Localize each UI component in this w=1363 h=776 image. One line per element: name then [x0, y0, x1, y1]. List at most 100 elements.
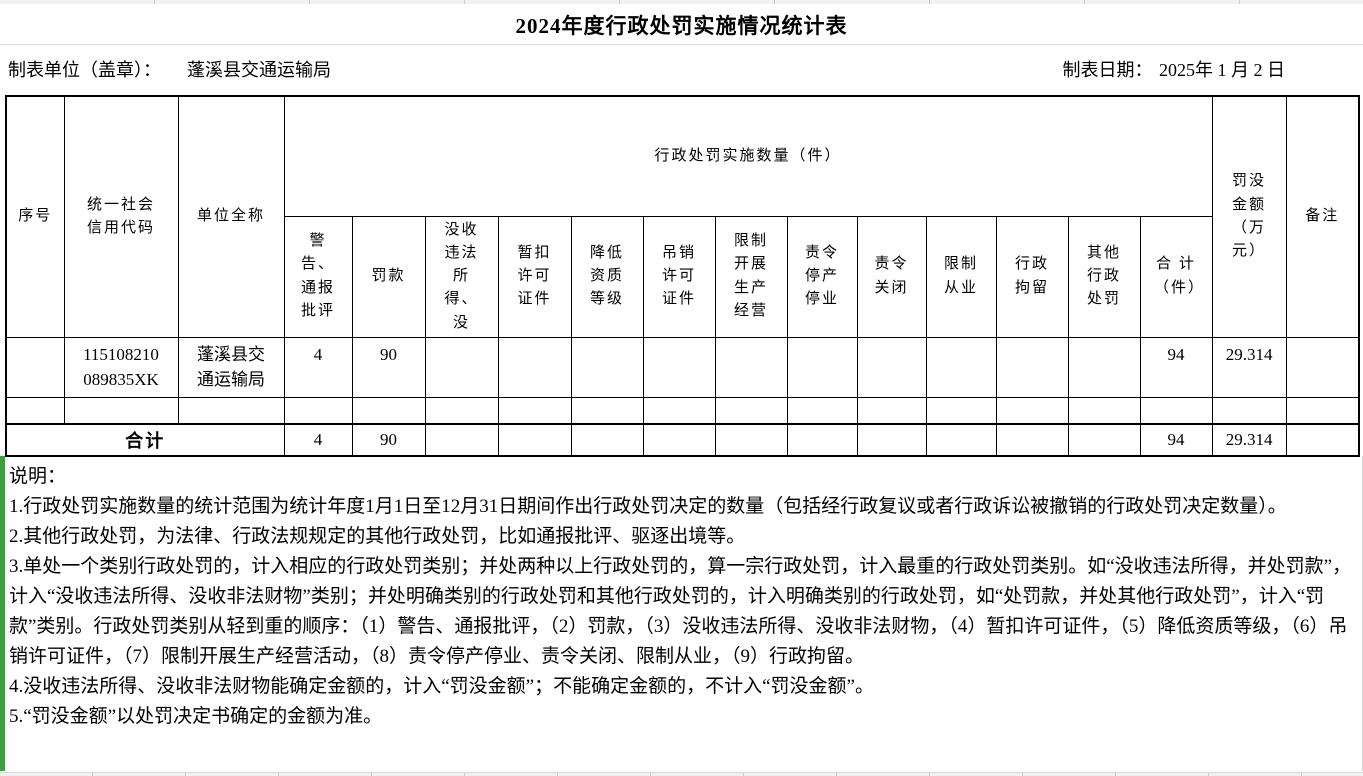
subcol-downgrade-text: 降低资质等级	[589, 244, 624, 308]
subcol-warning-text: 警告、通报批评	[300, 233, 335, 319]
note-item-5: 5.“罚没金额”以处罚决定书确定的金额为准。	[9, 706, 383, 727]
total-subtotal-count[interactable]: 94	[1139, 423, 1213, 457]
cell-unit-name[interactable]: 蓬溪县交通运输局	[177, 336, 285, 398]
note-item-3: 3.单处一个类别行政处罚的，计入相应的行政处罚类别；并处两种以上行政处罚的，算一…	[9, 556, 1352, 667]
total-halt-production-count[interactable]	[786, 423, 858, 457]
report-date-value: 2025年 1 月 2 日	[1159, 60, 1285, 80]
subcol-subtotal[interactable]: 合 计（件）	[1139, 215, 1213, 338]
subcol-halt-production[interactable]: 责令停产停业	[786, 215, 858, 338]
cell-revoke-license-count[interactable]	[642, 336, 716, 398]
penalty-stats-table: 序号 统一社会信用代码 单位全称 行政处罚实施数量（件） 罚没金额（万元） 备注…	[5, 95, 1361, 458]
cell-fine-amount[interactable]	[1211, 396, 1287, 425]
cell-halt-production-count[interactable]	[786, 396, 858, 425]
table-row-empty	[5, 396, 1360, 425]
cell-serial[interactable]	[5, 396, 65, 425]
cell-restrict-operation-count[interactable]	[714, 396, 788, 425]
total-order-close-count[interactable]	[856, 423, 927, 457]
cell-confiscation-count[interactable]	[424, 396, 499, 425]
subcol-warning[interactable]: 警告、通报批评	[283, 215, 353, 338]
subcol-order-close[interactable]: 责令关闭	[856, 215, 927, 338]
cell-remark[interactable]	[1285, 336, 1360, 398]
cell-restrict-operation-count[interactable]	[714, 336, 788, 398]
subcol-subtotal-text: 合 计（件）	[1154, 256, 1206, 296]
col-header-credit-code[interactable]: 统一社会信用代码	[63, 95, 179, 338]
cell-other-count[interactable]	[1067, 336, 1141, 398]
col-header-fine-amount[interactable]: 罚没金额（万元）	[1211, 95, 1287, 338]
col-header-remark[interactable]: 备注	[1285, 95, 1360, 338]
subcol-revoke-license[interactable]: 吊销许可证件	[642, 215, 716, 338]
cell-detention-count[interactable]	[995, 336, 1069, 398]
cell-unit-name[interactable]	[177, 396, 285, 425]
cell-restrict-employment-count[interactable]	[925, 336, 997, 398]
cell-fine-amount[interactable]: 29.314	[1211, 336, 1287, 398]
total-revoke-license-count[interactable]	[642, 423, 716, 457]
notes-cell[interactable]: 说明： 1.行政处罚实施数量的统计范围为统计年度1月1日至12月31日期间作出行…	[0, 456, 1363, 771]
subcol-fine-text: 罚款	[371, 268, 406, 284]
cell-warning-count[interactable]	[283, 396, 353, 425]
subcol-suspend-license-text: 暂扣许可证件	[517, 244, 552, 308]
cell-order-close-count[interactable]	[856, 336, 927, 398]
cell-fine-count[interactable]	[351, 396, 426, 425]
subcol-confiscation[interactable]: 没收违法所得、没	[424, 215, 499, 338]
total-confiscation-count[interactable]	[424, 423, 499, 457]
note-item-2: 2.其他行政处罚，为法律、行政法规规定的其他行政处罚，比如通报批评、驱逐出境等。	[9, 526, 746, 547]
total-warning-count[interactable]: 4	[283, 423, 353, 457]
cell-serial[interactable]	[5, 336, 65, 398]
title-divider	[0, 44, 1363, 45]
cell-suspend-license-count[interactable]	[497, 336, 572, 398]
top-gridline-strip	[0, 0, 1363, 4]
cell-downgrade-count[interactable]	[570, 396, 644, 425]
subcol-confiscation-text: 没收违法所得、没	[444, 221, 479, 331]
cell-restrict-employment-count[interactable]	[925, 396, 997, 425]
table-row: 115108210089835XK 蓬溪县交通运输局 4 90 94 29.31…	[5, 336, 1360, 398]
subcol-fine[interactable]: 罚款	[351, 215, 426, 338]
col-group-penalty-count[interactable]: 行政处罚实施数量（件）	[283, 95, 1213, 217]
subcol-detention[interactable]: 行政拘留	[995, 215, 1069, 338]
col-header-unit-name[interactable]: 单位全称	[177, 95, 285, 338]
col-header-credit-code-text: 统一社会信用代码	[86, 196, 155, 236]
cell-credit-code[interactable]	[63, 396, 179, 425]
total-fine-count[interactable]: 90	[351, 423, 426, 457]
issuing-unit: 制表单位（盖章）： 蓬溪县交通运输局	[8, 56, 331, 82]
cell-credit-code[interactable]: 115108210089835XK	[63, 336, 179, 398]
total-downgrade-count[interactable]	[570, 423, 644, 457]
col-header-fine-amount-text: 罚没金额（万元）	[1232, 173, 1267, 260]
subcol-detention-text: 行政拘留	[1014, 256, 1049, 296]
cell-suspend-license-count[interactable]	[497, 396, 572, 425]
cell-subtotal-count[interactable]: 94	[1139, 336, 1213, 398]
subcol-restrict-employment[interactable]: 限制从业	[925, 215, 997, 338]
subcol-revoke-license-text: 吊销许可证件	[661, 244, 696, 308]
credit-code-value: 115108210089835XK	[83, 344, 159, 390]
subcol-other-text: 其他行政处罚	[1086, 244, 1121, 308]
total-other-count[interactable]	[1067, 423, 1141, 457]
subcol-downgrade[interactable]: 降低资质等级	[570, 215, 644, 338]
cell-other-count[interactable]	[1067, 396, 1141, 425]
total-label[interactable]: 合计	[5, 423, 285, 457]
unit-name-value: 蓬溪县交通运输局	[197, 344, 265, 390]
subcol-other[interactable]: 其他行政处罚	[1067, 215, 1141, 338]
issuing-unit-value: 蓬溪县交通运输局	[187, 60, 331, 80]
subcol-halt-production-text: 责令停产停业	[804, 244, 839, 308]
cell-remark[interactable]	[1285, 396, 1360, 425]
subcol-suspend-license[interactable]: 暂扣许可证件	[497, 215, 572, 338]
cell-subtotal-count[interactable]	[1139, 396, 1213, 425]
cell-halt-production-count[interactable]	[786, 336, 858, 398]
total-detention-count[interactable]	[995, 423, 1069, 457]
total-restrict-operation-count[interactable]	[714, 423, 788, 457]
cell-order-close-count[interactable]	[856, 396, 927, 425]
subcol-restrict-operation[interactable]: 限制开展生产经营	[714, 215, 788, 338]
total-suspend-license-count[interactable]	[497, 423, 572, 457]
cell-warning-count[interactable]: 4	[283, 336, 353, 398]
cell-confiscation-count[interactable]	[424, 336, 499, 398]
total-remark[interactable]	[1285, 423, 1360, 457]
total-row: 合计 4 90 94 29.314	[5, 423, 1360, 457]
meta-row: 制表单位（盖章）： 蓬溪县交通运输局 制表日期： 2025年 1 月 2 日	[8, 56, 1285, 82]
cell-downgrade-count[interactable]	[570, 336, 644, 398]
total-fine-amount[interactable]: 29.314	[1211, 423, 1287, 457]
col-header-serial[interactable]: 序号	[5, 95, 65, 338]
total-restrict-employment-count[interactable]	[925, 423, 997, 457]
cell-detention-count[interactable]	[995, 396, 1069, 425]
cell-revoke-license-count[interactable]	[642, 396, 716, 425]
cell-fine-count[interactable]: 90	[351, 336, 426, 398]
